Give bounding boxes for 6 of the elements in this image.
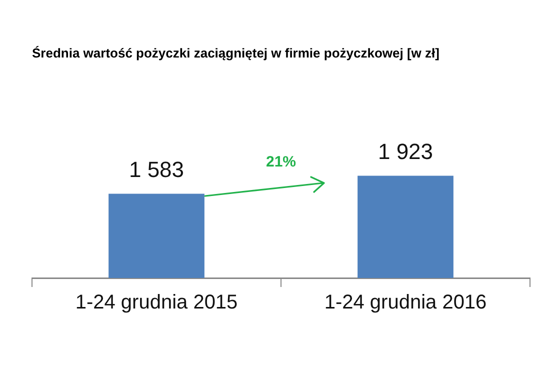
chart-title: Średnia wartość pożyczki zaciągniętej w firmie pożyczkowej [w zł] <box>32 45 440 60</box>
x-tick-label: 1-24 grudnia 2016 <box>324 292 487 314</box>
text: 21% <box>266 153 296 170</box>
data-label: 1 583 <box>128 156 184 182</box>
data-label: 1 923 <box>378 138 434 164</box>
x-tick-label: 1-24 grudnia 2015 <box>75 292 238 314</box>
